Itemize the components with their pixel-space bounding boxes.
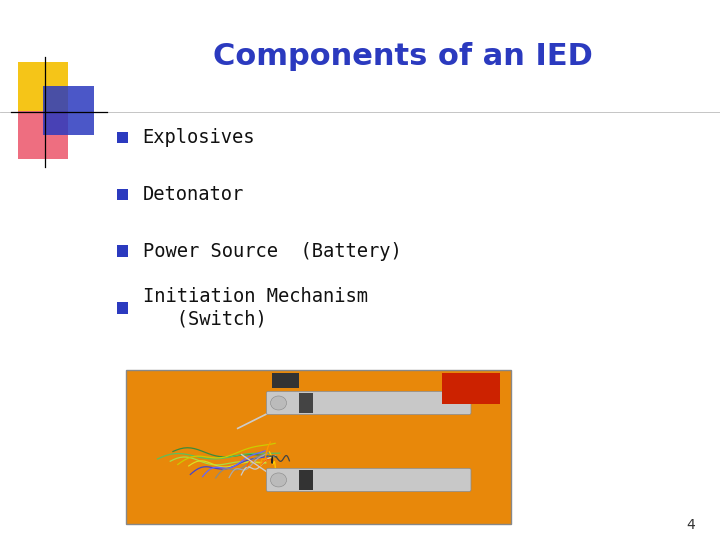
Bar	[442, 373, 500, 404]
Bar	[272, 373, 300, 388]
Bar	[18, 62, 68, 111]
Bar	[117, 132, 128, 144]
Bar	[299, 393, 312, 413]
Bar	[117, 302, 128, 314]
Bar	[299, 470, 312, 490]
Bar	[117, 245, 128, 257]
Bar	[126, 370, 511, 524]
FancyBboxPatch shape	[266, 468, 471, 491]
Ellipse shape	[271, 473, 287, 487]
Text: Initiation Mechanism
   (Switch): Initiation Mechanism (Switch)	[143, 287, 367, 329]
FancyBboxPatch shape	[266, 392, 471, 415]
Text: Explosives: Explosives	[143, 128, 255, 147]
Bar	[18, 111, 68, 159]
Text: 4: 4	[686, 518, 695, 532]
Ellipse shape	[271, 396, 287, 410]
Text: Power Source  (Battery): Power Source (Battery)	[143, 241, 401, 261]
Bar	[117, 188, 128, 200]
Bar	[43, 86, 94, 135]
Text: Components of an IED: Components of an IED	[213, 42, 593, 71]
Text: Detonator: Detonator	[143, 185, 244, 204]
